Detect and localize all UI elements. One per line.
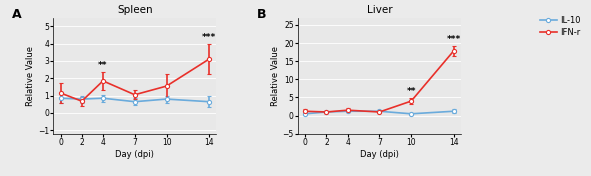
Text: ***: ***: [202, 33, 216, 42]
Y-axis label: Relative Value: Relative Value: [26, 46, 35, 106]
Text: B: B: [257, 8, 267, 21]
Legend: IL-10, IFN-r: IL-10, IFN-r: [537, 13, 584, 40]
Text: **: **: [98, 61, 108, 70]
Title: Spleen: Spleen: [117, 5, 152, 15]
Text: ***: ***: [446, 35, 461, 44]
Y-axis label: Relative Value: Relative Value: [271, 46, 280, 106]
X-axis label: Day (dpi): Day (dpi): [360, 150, 399, 159]
X-axis label: Day (dpi): Day (dpi): [115, 150, 154, 159]
Text: **: **: [407, 87, 416, 96]
Title: Liver: Liver: [366, 5, 392, 15]
Text: A: A: [12, 8, 22, 21]
